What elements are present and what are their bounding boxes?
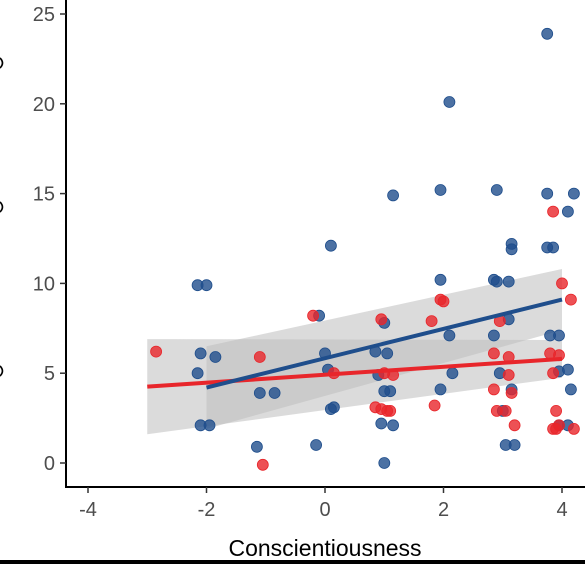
x-tick-label: -4: [79, 499, 97, 521]
data-point-series-0: [547, 241, 559, 254]
data-point-series-0: [505, 243, 518, 256]
y-tick-label: 0: [44, 453, 55, 475]
data-point-series-0: [387, 419, 400, 432]
data-point-series-1: [437, 295, 450, 308]
data-point-series-0: [200, 279, 213, 292]
y-tick-label: 15: [33, 184, 55, 206]
x-tick-label: 4: [556, 499, 567, 521]
data-point-series-0: [375, 417, 388, 430]
y-axis-ticks: 0 5 10 15 20 25: [33, 4, 66, 475]
data-point-series-1: [428, 399, 441, 412]
data-point-series-0: [378, 385, 391, 398]
data-point-series-0: [508, 439, 521, 451]
data-point-series-1: [499, 404, 512, 417]
data-point-series-0: [194, 347, 207, 360]
data-point-series-1: [487, 347, 500, 360]
regression-line-0: [206, 297, 563, 390]
data-point-series-1: [384, 404, 397, 417]
regression-line-1: [147, 356, 563, 389]
regression-lines: [147, 297, 563, 390]
y-tick-label: 5: [44, 363, 55, 385]
data-point-series-1: [253, 351, 266, 363]
data-point-series-0: [327, 401, 340, 414]
y-axis-title-fragment: [0, 201, 4, 213]
x-axis-title: Conscientiousness: [228, 535, 421, 561]
x-axis-ticks: -4 -2 0 2 4: [79, 487, 568, 521]
data-point-series-1: [425, 315, 438, 328]
data-point-series-0: [562, 205, 574, 218]
confidence-band-1: [147, 339, 562, 435]
data-point-series-0: [487, 329, 500, 342]
y-tick-label: 10: [33, 273, 55, 295]
data-point-series-1: [547, 367, 559, 380]
y-tick-label: 25: [33, 4, 55, 26]
x-tick-label: 0: [319, 499, 330, 521]
data-point-series-0: [378, 457, 391, 469]
data-point-series-1: [568, 422, 580, 435]
data-point-series-1: [550, 404, 562, 417]
data-point-series-0: [434, 273, 447, 286]
data-point-series-0: [541, 27, 554, 40]
data-point-series-0: [541, 187, 554, 200]
data-point-series-1: [565, 293, 577, 306]
data-point-series-0: [568, 187, 580, 200]
y-axis-title-fragment: [0, 57, 4, 69]
data-point-series-0: [553, 329, 565, 342]
data-point-series-0: [446, 367, 459, 380]
data-point-series-0: [443, 329, 456, 342]
data-points: [150, 27, 580, 471]
data-point-series-1: [256, 458, 269, 471]
data-point-series-1: [550, 422, 562, 435]
x-tick-label: -2: [198, 499, 216, 521]
data-point-series-1: [547, 205, 559, 218]
y-tick-label: 20: [33, 94, 55, 116]
data-point-series-0: [209, 351, 222, 363]
data-point-series-0: [387, 189, 400, 202]
data-point-series-0: [203, 419, 216, 432]
data-point-series-0: [268, 387, 281, 399]
y-axis-title-fragment: [0, 365, 4, 377]
data-point-series-1: [307, 309, 320, 322]
data-point-series-1: [150, 345, 163, 358]
x-tick-label: 2: [438, 499, 449, 521]
data-point-series-0: [443, 96, 456, 108]
data-point-series-0: [565, 383, 577, 396]
data-point-series-1: [375, 313, 388, 326]
frame-bottom-border: [0, 560, 585, 564]
data-point-series-1: [505, 387, 518, 399]
data-point-series-1: [502, 369, 515, 381]
data-point-series-0: [310, 439, 323, 451]
data-point-series-1: [487, 383, 500, 396]
data-point-series-0: [434, 184, 447, 196]
data-point-series-0: [502, 275, 515, 288]
data-point-series-1: [556, 277, 568, 290]
data-point-series-0: [434, 383, 447, 396]
data-point-series-0: [562, 363, 574, 376]
data-point-series-0: [324, 239, 337, 252]
data-point-series-0: [490, 184, 503, 196]
data-point-series-1: [508, 419, 521, 432]
data-point-series-0: [191, 367, 204, 380]
data-point-series-0: [381, 347, 394, 360]
data-point-series-0: [253, 387, 266, 399]
data-point-series-0: [490, 275, 503, 288]
data-point-series-0: [250, 440, 263, 453]
